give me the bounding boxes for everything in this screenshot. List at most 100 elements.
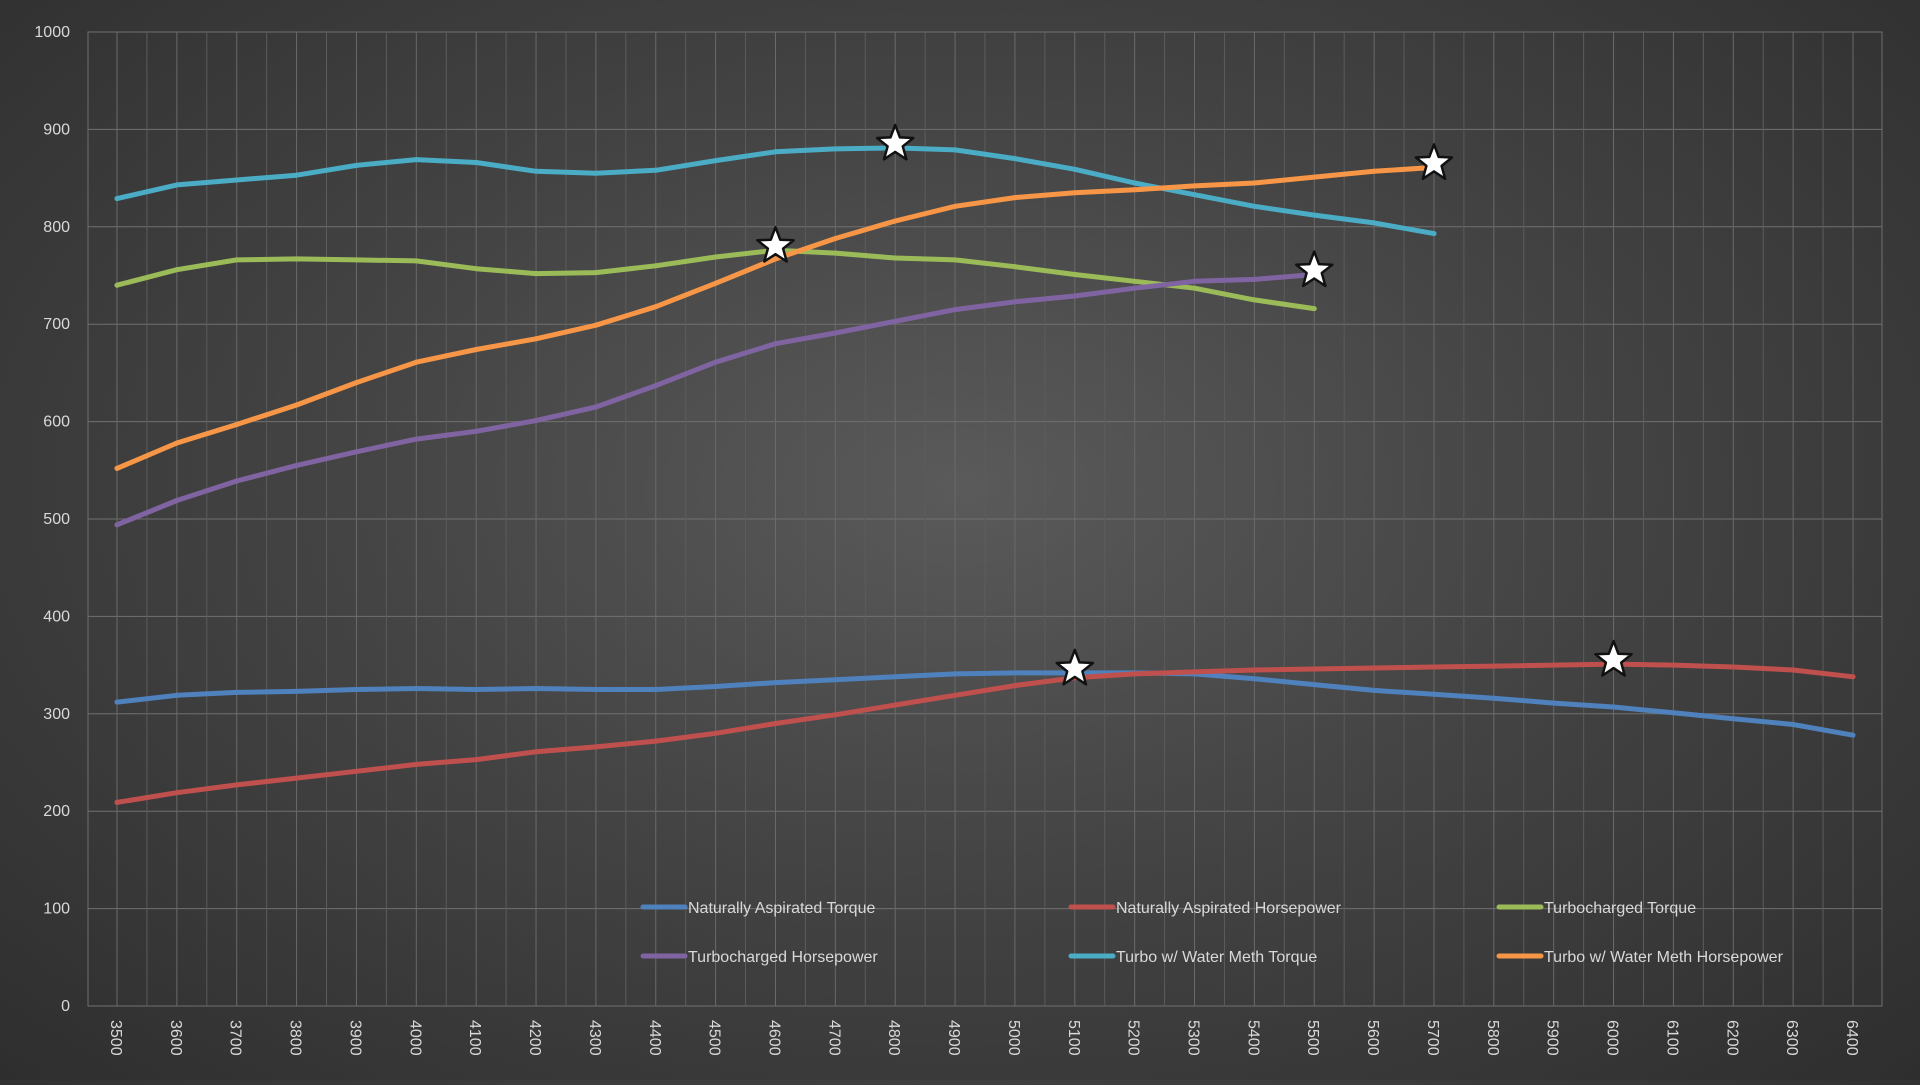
data-point: [413, 761, 419, 767]
data-point: [413, 359, 419, 365]
data-point: [1371, 168, 1377, 174]
data-point: [1251, 676, 1257, 682]
y-tick-label: 400: [43, 608, 70, 625]
data-point: [952, 147, 958, 153]
data-point: [473, 428, 479, 434]
data-point: [713, 254, 719, 260]
data-point: [892, 674, 898, 680]
data-point: [1251, 180, 1257, 186]
data-point: [892, 318, 898, 324]
data-point: [952, 203, 958, 209]
data-point: [234, 422, 240, 428]
data-point: [832, 330, 838, 336]
data-point: [1012, 156, 1018, 162]
data-point: [593, 322, 599, 328]
data-point: [473, 686, 479, 692]
data-point: [1012, 683, 1018, 689]
data-point: [114, 799, 120, 805]
data-point: [1072, 293, 1078, 299]
x-tick-label: 5000: [1005, 1020, 1022, 1056]
data-point: [1192, 278, 1198, 284]
legend-label: Naturally Aspirated Torque: [688, 900, 875, 917]
legend-item: Naturally Aspirated Horsepower: [1068, 900, 1342, 917]
legend-label: Turbo w/ Water Meth Horsepower: [1544, 949, 1784, 966]
data-point: [832, 677, 838, 683]
data-point: [1790, 722, 1796, 728]
legend-item: Turbo w/ Water Meth Torque: [1068, 949, 1317, 966]
data-point: [1132, 285, 1138, 291]
legend-item: Turbo w/ Water Meth Horsepower: [1496, 949, 1784, 966]
data-point: [114, 522, 120, 528]
series-line-0: [114, 670, 1856, 738]
data-point: [1431, 691, 1437, 697]
data-point: [473, 266, 479, 272]
data-point: [593, 744, 599, 750]
data-point: [1311, 174, 1317, 180]
data-point: [294, 402, 300, 408]
x-tick-label: 5900: [1544, 1020, 1561, 1056]
data-point: [353, 449, 359, 455]
data-point: [832, 250, 838, 256]
data-point: [234, 257, 240, 263]
axes: 0 100 200 300 400 500 600 700 800 900 1000 3500 3600…: [34, 24, 1860, 1056]
data-point: [653, 263, 659, 269]
legend-label: Turbocharged Horsepower: [688, 949, 878, 966]
data-point: [952, 671, 958, 677]
data-point: [473, 757, 479, 763]
data-point: [653, 304, 659, 310]
x-tick-label: 5400: [1244, 1020, 1261, 1056]
x-tick-label: 4400: [646, 1020, 663, 1056]
data-point: [1371, 220, 1377, 226]
x-tick-label: 4200: [526, 1020, 543, 1056]
legend-label: Naturally Aspirated Horsepower: [1116, 900, 1342, 917]
y-tick-label: 600: [43, 414, 70, 431]
legend: Naturally Aspirated Torque Naturally Aspi…: [640, 900, 1784, 966]
peak-star-marker: [1294, 250, 1334, 288]
data-point: [1730, 716, 1736, 722]
data-point: [952, 692, 958, 698]
x-tick-label: 3800: [287, 1020, 304, 1056]
data-point: [533, 749, 539, 755]
data-point: [174, 692, 180, 698]
data-point: [1012, 670, 1018, 676]
data-point: [413, 436, 419, 442]
data-point: [294, 688, 300, 694]
data-point: [114, 196, 120, 202]
data-point: [832, 235, 838, 241]
data-point: [653, 383, 659, 389]
data-point: [1251, 276, 1257, 282]
data-point: [832, 146, 838, 152]
data-point: [892, 255, 898, 261]
data-point: [1551, 700, 1557, 706]
data-point: [1251, 203, 1257, 209]
data-point: [413, 685, 419, 691]
data-point: [1192, 285, 1198, 291]
x-tick-label: 6400: [1843, 1020, 1860, 1056]
x-tick-label: 6000: [1604, 1020, 1621, 1056]
data-point: [533, 168, 539, 174]
data-point: [294, 172, 300, 178]
x-tick-label: 6300: [1783, 1020, 1800, 1056]
data-point: [593, 404, 599, 410]
data-point: [114, 282, 120, 288]
data-point: [1311, 666, 1317, 672]
data-point: [1790, 667, 1796, 673]
x-tick-label: 4100: [466, 1020, 483, 1056]
data-point: [713, 684, 719, 690]
y-tick-label: 0: [61, 998, 70, 1015]
data-point: [713, 730, 719, 736]
x-tick-label: 4500: [706, 1020, 723, 1056]
data-point: [593, 686, 599, 692]
data-point: [1012, 195, 1018, 201]
data-point: [593, 170, 599, 176]
data-point: [413, 258, 419, 264]
data-point: [174, 790, 180, 796]
x-tick-label: 5500: [1304, 1020, 1321, 1056]
data-point: [353, 380, 359, 386]
data-point: [1192, 669, 1198, 675]
peak-star-marker: [1055, 648, 1095, 686]
data-point: [234, 689, 240, 695]
data-point: [1670, 662, 1676, 668]
x-tick-label: 6200: [1723, 1020, 1740, 1056]
